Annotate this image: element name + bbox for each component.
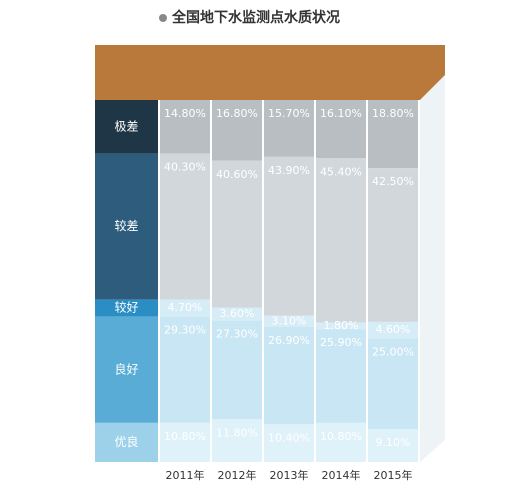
bar-segment — [264, 326, 314, 425]
value-label: 25.90% — [320, 336, 362, 349]
value-label: 45.40% — [320, 165, 362, 178]
bar-segment — [316, 100, 366, 159]
bar-segment — [316, 422, 366, 462]
bar-segment — [212, 320, 262, 420]
value-label: 10.80% — [164, 430, 206, 443]
x-tick-label: 2015年 — [374, 468, 413, 482]
value-label: 11.80% — [216, 426, 258, 439]
bar-segment — [160, 316, 210, 423]
legend-band — [95, 153, 158, 300]
legend-band — [95, 299, 158, 317]
bar-segment — [316, 322, 366, 330]
value-label: 27.30% — [216, 328, 258, 341]
value-label: 25.00% — [372, 346, 414, 359]
value-label: 40.30% — [164, 161, 206, 174]
bar-segment — [264, 424, 314, 462]
x-tick-label: 2011年 — [166, 468, 205, 482]
bar-segment — [316, 329, 366, 423]
value-label: 26.90% — [268, 334, 310, 347]
legend-label: 优良 — [114, 434, 138, 449]
value-label: 29.30% — [164, 324, 206, 337]
value-label: 18.80% — [372, 107, 414, 120]
value-label: 43.90% — [268, 164, 310, 177]
legend-band — [95, 316, 158, 423]
bar-segment — [160, 299, 210, 317]
bar-segment — [212, 160, 262, 308]
value-label: 16.80% — [216, 107, 258, 120]
value-label: 10.80% — [320, 430, 362, 443]
legend-band — [95, 422, 158, 462]
value-label: 10.40% — [268, 431, 310, 444]
x-tick-label: 2014年 — [322, 468, 361, 482]
bar-segment — [160, 422, 210, 462]
soil-layer — [95, 45, 445, 100]
bar-segment — [316, 158, 366, 323]
bar-segment — [368, 168, 418, 322]
x-tick-label: 2012年 — [218, 468, 257, 482]
bar-segment — [368, 338, 418, 430]
bar-segment — [212, 100, 262, 161]
legend-label: 良好 — [114, 361, 138, 376]
bar-segment — [212, 419, 262, 462]
value-label: 16.10% — [320, 107, 362, 120]
x-tick-label: 2013年 — [270, 468, 309, 482]
value-label: 40.60% — [216, 168, 258, 181]
bar-segment — [368, 321, 418, 339]
value-label: 9.10% — [376, 436, 411, 449]
bar-segment — [264, 100, 314, 157]
value-label: 15.70% — [268, 107, 310, 120]
chart-title: 全国地下水监测点水质状况 — [171, 9, 340, 26]
legend-band — [95, 100, 158, 154]
bar-segment — [368, 429, 418, 462]
value-label: 14.80% — [164, 107, 206, 120]
legend-label: 较好 — [114, 300, 138, 315]
bar-segment — [212, 307, 262, 321]
side-face — [420, 75, 445, 462]
value-label: 1.80% — [324, 319, 359, 332]
bar-segment — [264, 315, 314, 327]
legend-label: 较差 — [114, 218, 138, 233]
title-bullet — [159, 14, 167, 22]
bar-segment — [160, 153, 210, 300]
bar-segment — [264, 156, 314, 316]
value-label: 4.60% — [376, 323, 411, 336]
value-label: 4.70% — [168, 301, 203, 314]
value-label: 3.60% — [220, 307, 255, 320]
legend-label: 极差 — [114, 119, 138, 133]
bar-segment — [368, 100, 418, 169]
value-label: 42.50% — [372, 175, 414, 188]
bar-segment — [160, 100, 210, 154]
value-label: 3.10% — [272, 314, 307, 327]
